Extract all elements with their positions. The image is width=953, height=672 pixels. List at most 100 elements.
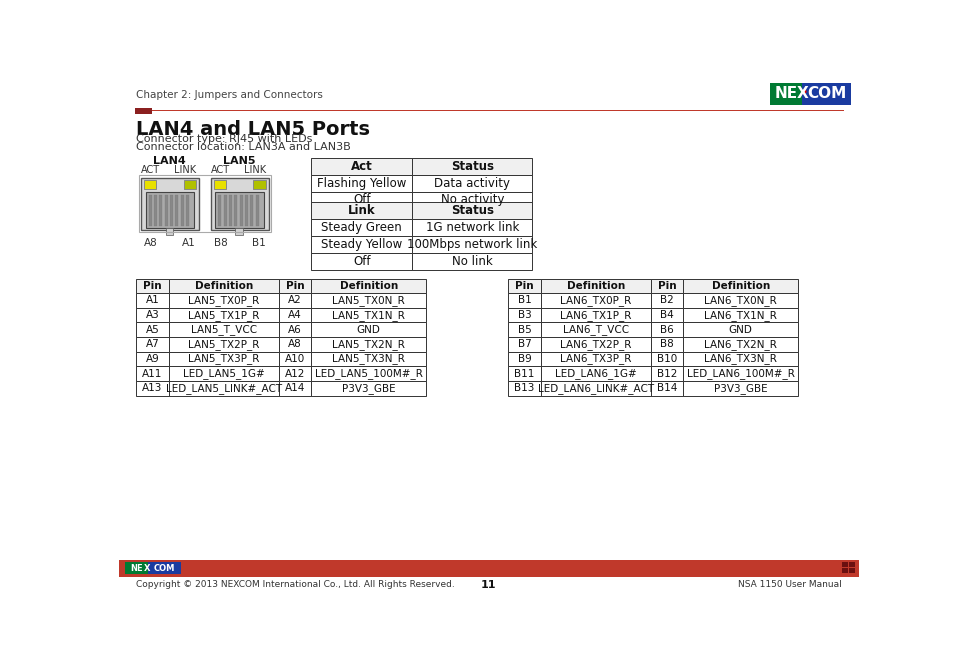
Text: B7: B7 <box>517 339 531 349</box>
Text: LAN6_TX1P_R: LAN6_TX1P_R <box>559 310 631 321</box>
Bar <box>278 366 311 381</box>
Bar <box>508 366 540 381</box>
Text: LAN5_TX0N_R: LAN5_TX0N_R <box>332 295 405 306</box>
Bar <box>169 278 278 293</box>
Text: LAN4: LAN4 <box>153 156 186 166</box>
Text: 1G network link: 1G network link <box>425 221 518 235</box>
Bar <box>311 366 426 381</box>
Bar <box>847 568 854 573</box>
Text: Link: Link <box>348 204 375 217</box>
Bar <box>311 192 412 208</box>
Bar <box>229 196 232 226</box>
Text: Off: Off <box>353 194 370 206</box>
Text: Flashing Yellow: Flashing Yellow <box>316 177 406 190</box>
Bar <box>180 196 183 226</box>
Text: Definition: Definition <box>711 281 769 291</box>
Text: No activity: No activity <box>440 194 503 206</box>
Bar <box>213 180 226 190</box>
Bar <box>847 562 854 567</box>
Bar <box>311 236 412 253</box>
Bar <box>253 180 266 190</box>
Text: Data activity: Data activity <box>434 177 510 190</box>
Bar <box>311 351 426 366</box>
Text: COM: COM <box>806 86 845 101</box>
Text: B11: B11 <box>514 369 535 378</box>
Bar <box>508 278 540 293</box>
Bar <box>311 278 426 293</box>
Text: LAN5_TX2N_R: LAN5_TX2N_R <box>332 339 405 350</box>
Bar <box>841 562 847 567</box>
Bar <box>136 351 169 366</box>
Bar <box>235 228 243 235</box>
Text: LAN5_TX2P_R: LAN5_TX2P_R <box>188 339 259 350</box>
Text: Definition: Definition <box>194 281 253 291</box>
Bar <box>311 219 412 236</box>
Bar <box>144 180 156 190</box>
Bar <box>245 196 248 226</box>
Bar <box>170 196 172 226</box>
Bar <box>250 196 253 226</box>
Text: B8: B8 <box>213 238 228 248</box>
Bar <box>278 337 311 351</box>
Bar <box>540 323 650 337</box>
Bar <box>136 381 169 396</box>
Bar <box>508 381 540 396</box>
Bar <box>540 308 650 323</box>
Bar <box>311 337 426 351</box>
Text: LED_LAN6_1G#: LED_LAN6_1G# <box>555 368 636 379</box>
Text: LAN4 and LAN5 Ports: LAN4 and LAN5 Ports <box>136 120 370 139</box>
Text: B12: B12 <box>657 369 677 378</box>
Text: Pin: Pin <box>658 281 676 291</box>
Bar <box>650 351 682 366</box>
Bar <box>311 158 412 175</box>
Bar <box>166 228 173 235</box>
Text: Steady Yellow: Steady Yellow <box>321 238 402 251</box>
Bar <box>215 192 264 228</box>
Text: LAN6_T_VCC: LAN6_T_VCC <box>562 325 628 335</box>
Text: Connector location: LAN3A and LAN3B: Connector location: LAN3A and LAN3B <box>136 142 351 153</box>
Text: B9: B9 <box>517 354 531 364</box>
Text: A8: A8 <box>144 238 157 248</box>
Text: LED_LAN5_LINK#_ACT: LED_LAN5_LINK#_ACT <box>166 383 282 394</box>
Bar <box>169 337 278 351</box>
Bar <box>540 366 650 381</box>
Text: A13: A13 <box>142 383 163 393</box>
Bar <box>169 351 278 366</box>
Bar <box>682 293 798 308</box>
Bar <box>136 308 169 323</box>
Bar <box>682 381 798 396</box>
Bar <box>136 278 169 293</box>
Text: A7: A7 <box>146 339 159 349</box>
Bar <box>311 308 426 323</box>
Bar <box>278 351 311 366</box>
Text: ACT: ACT <box>140 165 160 175</box>
Bar <box>508 323 540 337</box>
Text: LAN5_TX3N_R: LAN5_TX3N_R <box>332 353 405 364</box>
Text: A4: A4 <box>288 310 302 320</box>
Bar <box>412 236 532 253</box>
Text: B5: B5 <box>517 325 531 335</box>
Bar <box>125 562 148 574</box>
Bar <box>278 381 311 396</box>
Bar <box>255 196 258 226</box>
Bar <box>183 180 195 190</box>
Text: Connector type: RJ45 with LEDs: Connector type: RJ45 with LEDs <box>136 134 313 144</box>
Bar <box>278 308 311 323</box>
Text: A1: A1 <box>182 238 195 248</box>
Text: A5: A5 <box>146 325 159 335</box>
Bar <box>169 308 278 323</box>
Text: Act: Act <box>351 160 373 173</box>
Text: LAN6_TX3N_R: LAN6_TX3N_R <box>703 353 777 364</box>
Bar <box>540 351 650 366</box>
Bar <box>682 323 798 337</box>
Bar <box>169 323 278 337</box>
Text: LAN5_TX0P_R: LAN5_TX0P_R <box>188 295 259 306</box>
Text: LED_LAN5_100M#_R: LED_LAN5_100M#_R <box>314 368 422 379</box>
Bar <box>141 177 199 230</box>
Bar <box>311 202 412 219</box>
Text: LAN6_TX0N_R: LAN6_TX0N_R <box>703 295 777 306</box>
Bar <box>540 381 650 396</box>
Bar <box>540 293 650 308</box>
Text: GND: GND <box>728 325 752 335</box>
Bar <box>138 175 271 233</box>
